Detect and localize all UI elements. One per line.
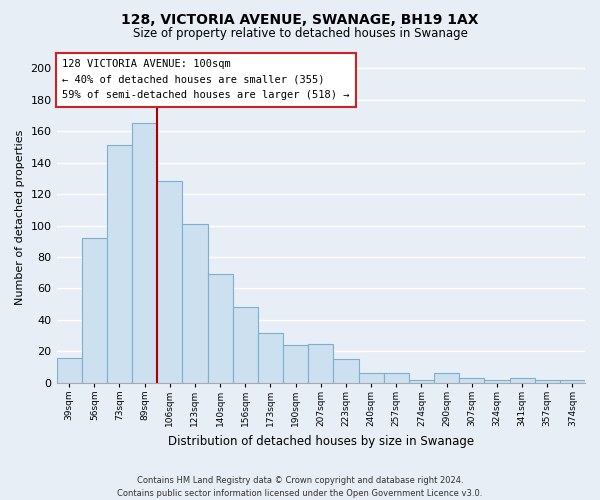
- Bar: [157, 182, 182, 383]
- Bar: [56, 358, 82, 383]
- Bar: [107, 146, 132, 383]
- Bar: [334, 360, 359, 383]
- Bar: [308, 344, 334, 383]
- Bar: [459, 378, 484, 383]
- Bar: [409, 380, 434, 383]
- X-axis label: Distribution of detached houses by size in Swanage: Distribution of detached houses by size …: [168, 434, 474, 448]
- Y-axis label: Number of detached properties: Number of detached properties: [15, 130, 25, 306]
- Text: 128, VICTORIA AVENUE, SWANAGE, BH19 1AX: 128, VICTORIA AVENUE, SWANAGE, BH19 1AX: [121, 12, 479, 26]
- Bar: [383, 374, 409, 383]
- Bar: [434, 374, 459, 383]
- Bar: [132, 124, 157, 383]
- Bar: [208, 274, 233, 383]
- Text: 128 VICTORIA AVENUE: 100sqm
← 40% of detached houses are smaller (355)
59% of se: 128 VICTORIA AVENUE: 100sqm ← 40% of det…: [62, 59, 349, 100]
- Bar: [484, 380, 509, 383]
- Bar: [283, 345, 308, 383]
- Bar: [233, 308, 258, 383]
- Bar: [509, 378, 535, 383]
- Text: Size of property relative to detached houses in Swanage: Size of property relative to detached ho…: [133, 28, 467, 40]
- Bar: [359, 374, 383, 383]
- Bar: [82, 238, 107, 383]
- Bar: [560, 380, 585, 383]
- Bar: [535, 380, 560, 383]
- Bar: [258, 332, 283, 383]
- Text: Contains HM Land Registry data © Crown copyright and database right 2024.
Contai: Contains HM Land Registry data © Crown c…: [118, 476, 482, 498]
- Bar: [182, 224, 208, 383]
